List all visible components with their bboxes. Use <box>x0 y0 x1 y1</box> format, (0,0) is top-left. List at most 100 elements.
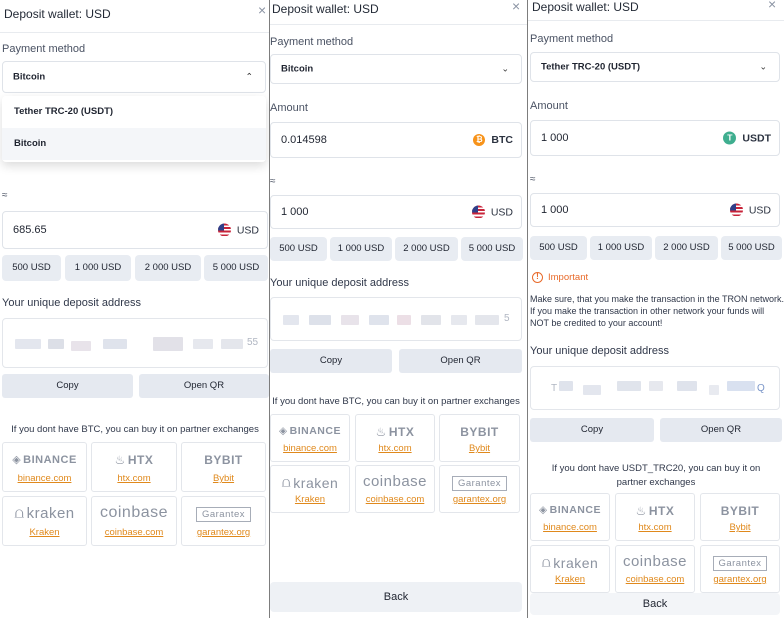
fiat-amount-input[interactable]: 685.65 USD <box>2 211 268 249</box>
deposit-address-box[interactable]: 5 <box>270 297 522 341</box>
preset-500-button[interactable]: 500 USD <box>270 237 327 261</box>
crypto-value: 0.014598 <box>281 134 327 146</box>
preset-2000-button[interactable]: 2 000 USD <box>135 255 201 281</box>
exchange-coinbase[interactable]: coinbase coinbase.com <box>615 545 695 593</box>
exchange-link[interactable]: coinbase.com <box>104 527 164 538</box>
address-tail: 55 <box>247 337 259 348</box>
exchange-link[interactable]: Kraken <box>554 574 586 585</box>
preset-500-button[interactable]: 500 USD <box>530 236 587 260</box>
address-blur <box>283 315 299 325</box>
exchange-link[interactable]: Bybit <box>729 522 751 533</box>
address-blur <box>617 381 641 391</box>
preset-5000-button[interactable]: 5 000 USD <box>721 236 782 260</box>
exchange-kraken[interactable]: ⩍ kraken Kraken <box>530 545 610 593</box>
exchange-link[interactable]: htx.com <box>638 522 672 533</box>
partner-exchanges-note: If you dont have BTC, you can buy it on … <box>272 396 520 407</box>
exchange-coinbase[interactable]: coinbase coinbase.com <box>91 496 177 546</box>
exchange-link[interactable]: garantex.org <box>713 574 767 585</box>
binance-logo: ◈ BINANCE <box>12 453 77 467</box>
exchange-link[interactable]: binance.com <box>283 443 337 454</box>
close-icon[interactable]: × <box>768 0 777 12</box>
exchange-link[interactable]: garantex.org <box>196 527 251 538</box>
close-icon[interactable]: × <box>258 2 267 18</box>
exchange-bybit[interactable]: BYBIT Bybit <box>439 414 520 462</box>
fiat-currency-code: USD <box>236 224 259 236</box>
exchange-garantex[interactable]: Garantex garantex.org <box>700 545 780 593</box>
deposit-address-box[interactable]: 55 <box>2 318 268 368</box>
fiat-amount-input[interactable]: 1 000 USD <box>530 193 780 227</box>
preset-1000-button[interactable]: 1 000 USD <box>65 255 131 281</box>
exchange-htx[interactable]: ♨ HTX htx.com <box>91 442 177 492</box>
coinbase-logo: coinbase <box>99 504 169 521</box>
payment-method-label: Payment method <box>270 36 354 48</box>
exchange-link[interactable]: coinbase.com <box>365 494 425 505</box>
open-qr-button[interactable]: Open QR <box>660 418 782 442</box>
bitcoin-icon: ₿ <box>473 134 486 146</box>
exchange-garantex[interactable]: Garantex garantex.org <box>439 465 520 513</box>
preset-2000-button[interactable]: 2 000 USD <box>655 236 718 260</box>
exchange-link[interactable]: coinbase.com <box>625 574 685 585</box>
deposit-address-box[interactable]: T Q <box>530 366 780 410</box>
exchange-link[interactable]: htx.com <box>117 473 151 484</box>
dropdown-option-bitcoin[interactable]: Bitcoin <box>2 128 266 160</box>
htx-logo: ♨ HTX <box>114 453 154 467</box>
exchange-link[interactable]: Bybit <box>468 443 491 454</box>
bybit-logo: BYBIT <box>204 453 243 467</box>
exchange-link[interactable]: Kraken <box>294 494 326 505</box>
kraken-icon: ⩍ <box>281 474 292 490</box>
close-icon[interactable]: × <box>512 0 521 14</box>
coinbase-logo: coinbase <box>622 553 688 570</box>
us-flag-icon <box>471 205 485 219</box>
preset-1000-button[interactable]: 1 000 USD <box>590 236 652 260</box>
selected-method: Bitcoin <box>13 71 46 83</box>
kraken-logo: ⩍ kraken <box>14 505 75 522</box>
exchange-binance[interactable]: ◈ BINANCE binance.com <box>2 442 87 492</box>
exchange-kraken[interactable]: ⩍ kraken Kraken <box>2 496 87 546</box>
exchange-link[interactable]: garantex.org <box>452 494 507 505</box>
preset-1000-button[interactable]: 1 000 USD <box>330 237 392 261</box>
preset-2000-button[interactable]: 2 000 USD <box>395 237 458 261</box>
exchange-binance[interactable]: ◈ BINANCE binance.com <box>270 414 350 462</box>
payment-method-select[interactable]: Tether TRC-20 (USDT) ⌄ <box>530 52 780 82</box>
preset-5000-button[interactable]: 5 000 USD <box>461 237 523 261</box>
exchange-garantex[interactable]: Garantex garantex.org <box>181 496 266 546</box>
exchange-binance[interactable]: ◈ BINANCE binance.com <box>530 493 610 541</box>
copy-button[interactable]: Copy <box>2 374 133 398</box>
panel-separator <box>269 0 270 618</box>
exchange-bybit[interactable]: BYBIT Bybit <box>181 442 266 492</box>
exchange-bybit[interactable]: BYBIT Bybit <box>700 493 780 541</box>
modal-title: Deposit wallet: USD <box>532 0 639 14</box>
selected-method: Tether TRC-20 (USDT) <box>541 61 641 73</box>
exchange-link[interactable]: htx.com <box>378 443 412 454</box>
dropdown-option-usdt[interactable]: Tether TRC-20 (USDT) <box>14 106 114 117</box>
open-qr-button[interactable]: Open QR <box>139 374 269 398</box>
htx-logo: ♨ HTX <box>635 504 675 518</box>
divider <box>528 20 784 21</box>
open-qr-button[interactable]: Open QR <box>399 349 522 373</box>
back-button[interactable]: Back <box>530 593 780 615</box>
exchange-htx[interactable]: ♨ HTX htx.com <box>615 493 695 541</box>
fiat-amount-input[interactable]: 1 000 USD <box>270 195 522 229</box>
payment-method-select[interactable]: Bitcoin ⌄ <box>270 54 522 84</box>
back-button[interactable]: Back <box>270 582 522 612</box>
binance-icon: ◈ <box>12 454 22 466</box>
crypto-amount-input[interactable]: 0.014598 ₿ BTC <box>270 122 522 158</box>
crypto-amount-input[interactable]: 1 000 T USDT <box>530 120 780 156</box>
exchange-htx[interactable]: ♨ HTX htx.com <box>355 414 435 462</box>
preset-5000-button[interactable]: 5 000 USD <box>204 255 268 281</box>
payment-method-select[interactable]: Bitcoin ⌃ <box>2 61 266 93</box>
address-blur <box>583 385 601 395</box>
exchange-link[interactable]: Bybit <box>212 473 235 484</box>
modal-title: Deposit wallet: USD <box>4 7 111 21</box>
copy-button[interactable]: Copy <box>270 349 392 373</box>
exchange-link[interactable]: binance.com <box>543 522 597 533</box>
exchange-link[interactable]: binance.com <box>17 473 72 484</box>
exchange-kraken[interactable]: ⩍ kraken Kraken <box>270 465 350 513</box>
exchange-coinbase[interactable]: coinbase coinbase.com <box>355 465 435 513</box>
copy-button[interactable]: Copy <box>530 418 654 442</box>
address-blur <box>559 381 573 391</box>
address-blur <box>341 315 359 325</box>
address-tail: Q <box>757 383 765 394</box>
preset-500-button[interactable]: 500 USD <box>2 255 61 281</box>
exchange-link[interactable]: Kraken <box>29 527 60 538</box>
